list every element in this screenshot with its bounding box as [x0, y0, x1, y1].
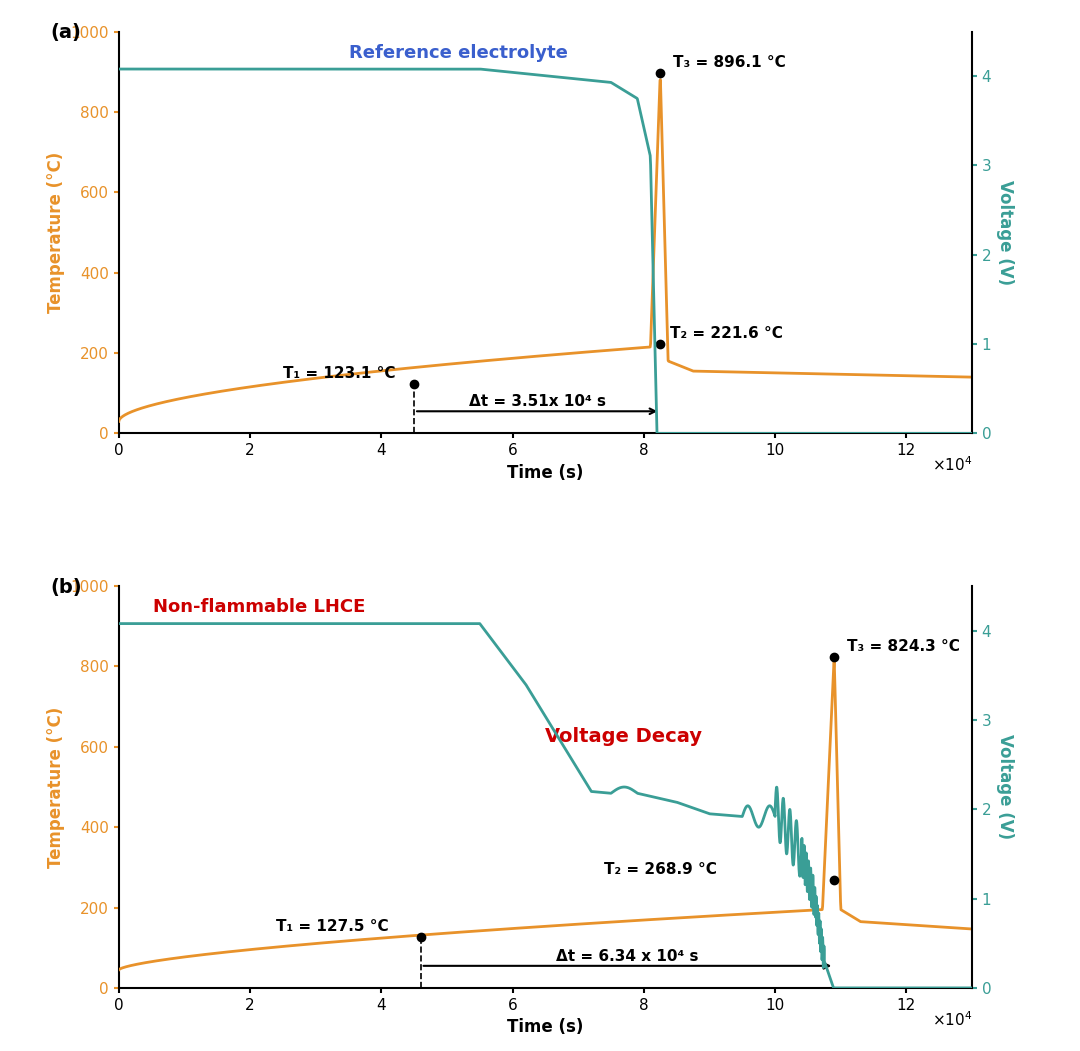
Y-axis label: Voltage (V): Voltage (V) [996, 735, 1014, 840]
Text: Reference electrolyte: Reference electrolyte [349, 43, 568, 62]
Text: T₂ = 221.6 °C: T₂ = 221.6 °C [670, 326, 783, 342]
Y-axis label: Temperature (°C): Temperature (°C) [48, 151, 65, 313]
X-axis label: Time (s): Time (s) [508, 463, 583, 481]
Text: T₁ = 123.1 °C: T₁ = 123.1 °C [283, 366, 395, 380]
Text: $\times10^4$: $\times10^4$ [932, 1010, 972, 1029]
Text: Non-flammable LHCE: Non-flammable LHCE [153, 598, 365, 616]
Y-axis label: Voltage (V): Voltage (V) [996, 180, 1014, 285]
Text: T₃ = 824.3 °C: T₃ = 824.3 °C [848, 639, 960, 654]
X-axis label: Time (s): Time (s) [508, 1018, 583, 1036]
Text: Voltage Decay: Voltage Decay [545, 726, 702, 746]
Text: T₃ = 896.1 °C: T₃ = 896.1 °C [674, 56, 786, 70]
Text: T₁ = 127.5 °C: T₁ = 127.5 °C [276, 919, 389, 933]
Text: Δt = 6.34 x 10⁴ s: Δt = 6.34 x 10⁴ s [556, 949, 699, 964]
Text: (b): (b) [51, 578, 82, 597]
Text: $\times10^4$: $\times10^4$ [932, 455, 972, 474]
Y-axis label: Temperature (°C): Temperature (°C) [48, 706, 65, 868]
Text: Δt = 3.51x 10⁴ s: Δt = 3.51x 10⁴ s [469, 394, 606, 409]
Text: T₂ = 268.9 °C: T₂ = 268.9 °C [605, 862, 717, 877]
Text: (a): (a) [51, 23, 81, 42]
